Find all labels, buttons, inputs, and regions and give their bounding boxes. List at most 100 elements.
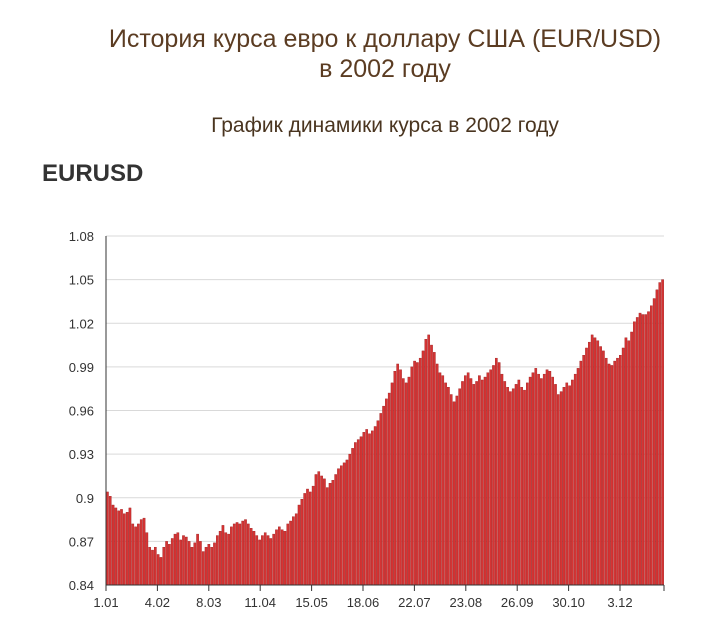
price-bar[interactable] [421, 350, 425, 586]
price-bar[interactable] [593, 337, 597, 586]
price-bar[interactable] [500, 373, 504, 586]
price-bar[interactable] [548, 371, 552, 586]
price-bar[interactable] [461, 381, 464, 586]
price-bar[interactable] [145, 532, 149, 586]
price-bar[interactable] [531, 372, 535, 586]
price-bar[interactable] [602, 350, 605, 586]
price-bar[interactable] [314, 474, 318, 586]
price-bar[interactable] [340, 465, 343, 586]
price-bar[interactable] [565, 382, 569, 586]
price-bar[interactable] [562, 387, 566, 586]
price-bar[interactable] [441, 375, 445, 586]
price-bar[interactable] [173, 533, 177, 586]
price-bar[interactable] [452, 401, 456, 586]
price-bar[interactable] [599, 346, 602, 586]
price-bar[interactable] [650, 305, 653, 586]
price-bar[interactable] [134, 526, 137, 586]
price-bar[interactable] [266, 535, 270, 586]
price-bar[interactable] [224, 532, 228, 586]
price-bar[interactable] [537, 373, 540, 586]
price-bar[interactable] [354, 442, 357, 586]
price-bar[interactable] [621, 347, 625, 586]
price-bar[interactable] [382, 405, 385, 586]
price-bar[interactable] [590, 334, 594, 586]
price-bar[interactable] [472, 384, 476, 586]
price-bar[interactable] [199, 541, 202, 586]
price-bar[interactable] [582, 355, 585, 586]
price-bar[interactable] [495, 357, 498, 586]
price-bar[interactable] [162, 546, 166, 586]
price-bar[interactable] [218, 530, 222, 586]
price-bar[interactable] [170, 538, 174, 586]
price-bar[interactable] [362, 432, 366, 586]
price-bar[interactable] [373, 426, 377, 586]
price-bar[interactable] [449, 394, 453, 586]
price-bar[interactable] [444, 382, 447, 586]
price-bar[interactable] [528, 376, 532, 586]
price-bar[interactable] [387, 392, 391, 586]
price-bar[interactable] [376, 420, 380, 586]
price-bar[interactable] [458, 388, 461, 586]
price-bar[interactable] [511, 388, 515, 586]
price-bar[interactable] [207, 544, 211, 586]
price-bar[interactable] [142, 517, 146, 586]
price-bar[interactable] [244, 519, 247, 586]
price-bar[interactable] [238, 523, 242, 586]
price-bar[interactable] [469, 378, 473, 586]
price-bar[interactable] [402, 378, 405, 586]
price-bar[interactable] [652, 298, 656, 586]
price-bar[interactable] [596, 340, 600, 586]
price-bar[interactable] [404, 382, 408, 586]
price-bar[interactable] [151, 549, 154, 586]
price-bar[interactable] [117, 510, 120, 586]
price-bar[interactable] [337, 468, 340, 586]
price-bar[interactable] [559, 391, 563, 586]
price-bar[interactable] [303, 493, 306, 586]
price-bar[interactable] [156, 554, 160, 586]
price-bar[interactable] [182, 535, 185, 586]
price-bar[interactable] [221, 525, 225, 586]
price-bar[interactable] [106, 491, 109, 586]
price-bar[interactable] [185, 536, 188, 586]
price-bar[interactable] [235, 522, 239, 586]
price-bar[interactable] [278, 526, 281, 586]
price-bar[interactable] [585, 347, 588, 586]
price-bar[interactable] [407, 376, 411, 586]
price-bar[interactable] [323, 478, 326, 586]
price-bar[interactable] [627, 340, 631, 586]
price-bar[interactable] [179, 539, 182, 586]
price-bar[interactable] [351, 448, 354, 586]
price-bar[interactable] [379, 413, 383, 586]
price-bar[interactable] [137, 523, 140, 586]
price-bar[interactable] [610, 365, 614, 586]
price-bar[interactable] [523, 389, 526, 586]
price-bar[interactable] [613, 360, 616, 586]
price-bar[interactable] [416, 362, 419, 586]
price-bar[interactable] [545, 369, 549, 586]
price-bar[interactable] [249, 528, 253, 586]
price-bar[interactable] [489, 369, 492, 586]
price-bar[interactable] [311, 485, 315, 586]
price-bar[interactable] [320, 475, 323, 586]
price-bar[interactable] [252, 530, 256, 586]
price-bar[interactable] [258, 539, 261, 586]
price-bar[interactable] [365, 429, 368, 586]
price-bar[interactable] [526, 382, 529, 586]
price-bar[interactable] [413, 360, 416, 586]
price-bar[interactable] [571, 379, 574, 586]
price-bar[interactable] [424, 339, 428, 586]
price-bar[interactable] [263, 532, 267, 586]
price-bar[interactable] [210, 546, 213, 586]
price-bar[interactable] [509, 391, 512, 586]
price-bar[interactable] [503, 381, 507, 586]
price-bar[interactable] [475, 381, 478, 586]
price-bar[interactable] [557, 394, 560, 586]
price-bar[interactable] [483, 376, 487, 586]
price-bar[interactable] [568, 385, 571, 586]
price-bar[interactable] [325, 487, 329, 586]
price-bar[interactable] [255, 535, 259, 586]
price-bar[interactable] [396, 363, 399, 586]
price-bar[interactable] [579, 360, 583, 586]
price-bar[interactable] [280, 529, 284, 586]
price-bar[interactable] [418, 357, 422, 586]
